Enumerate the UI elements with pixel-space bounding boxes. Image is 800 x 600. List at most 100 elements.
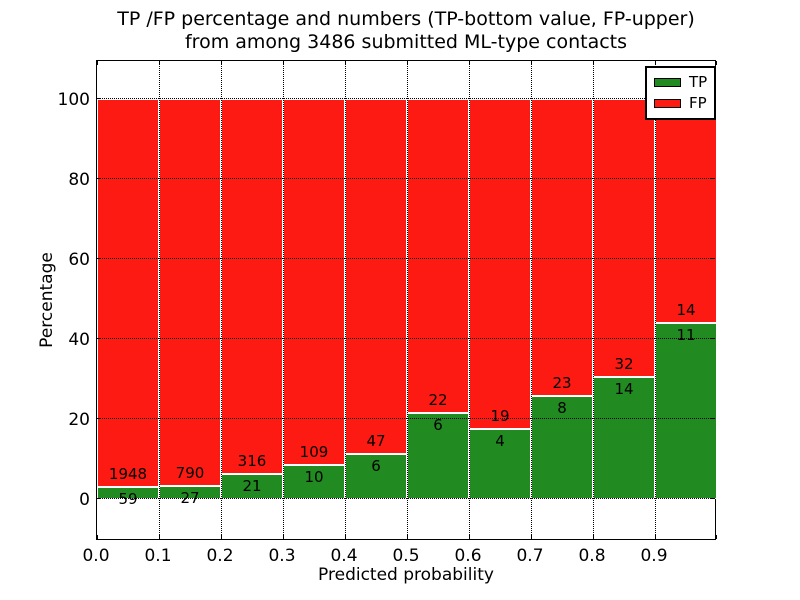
y-tick-mark bbox=[97, 98, 101, 99]
tp-bar bbox=[655, 323, 717, 499]
fp-count-label: 316 bbox=[237, 452, 267, 471]
legend: TP FP bbox=[645, 66, 716, 120]
x-axis-label: Predicted probability bbox=[318, 565, 494, 585]
fp-count-label: 19 bbox=[490, 407, 510, 426]
fp-swatch-icon bbox=[654, 99, 681, 108]
x-tick-label: 0.4 bbox=[330, 546, 358, 566]
tp-count-label: 14 bbox=[614, 380, 634, 399]
y-tick-mark bbox=[97, 338, 101, 339]
y-tick-label: 40 bbox=[68, 330, 90, 350]
x-tick-mark bbox=[531, 61, 532, 65]
vertical-gridline bbox=[593, 61, 594, 539]
tp-swatch-icon bbox=[654, 78, 681, 87]
legend-label-tp: TP bbox=[689, 73, 708, 91]
x-tick-mark bbox=[159, 535, 160, 539]
x-tick-mark bbox=[655, 535, 656, 539]
x-tick-mark bbox=[407, 61, 408, 65]
y-tick-label: 80 bbox=[68, 170, 90, 190]
chart-title: TP /FP percentage and numbers (TP-bottom… bbox=[117, 8, 695, 54]
horizontal-gridline bbox=[97, 98, 715, 99]
fp-count-label: 22 bbox=[428, 391, 448, 410]
fp-count-label: 14 bbox=[676, 301, 696, 319]
x-tick-mark bbox=[716, 61, 717, 65]
tp-count-label: 6 bbox=[371, 456, 381, 475]
horizontal-gridline bbox=[97, 418, 715, 419]
fp-bar bbox=[97, 99, 159, 488]
legend-label-fp: FP bbox=[689, 94, 707, 112]
fp-bar bbox=[593, 99, 655, 378]
tp-count-label: 21 bbox=[242, 477, 262, 496]
x-tick-mark bbox=[469, 61, 470, 65]
fp-bar bbox=[283, 99, 345, 466]
y-tick-mark bbox=[97, 418, 101, 419]
y-tick-mark bbox=[711, 258, 715, 259]
y-tick-mark bbox=[711, 498, 715, 499]
fp-count-label: 790 bbox=[175, 463, 205, 482]
x-tick-label: 0.8 bbox=[578, 546, 606, 566]
tp-count-label: 8 bbox=[557, 398, 567, 417]
vertical-gridline bbox=[345, 61, 346, 539]
x-tick-mark bbox=[97, 61, 98, 65]
x-tick-mark bbox=[469, 535, 470, 539]
tp-count-label: 10 bbox=[304, 468, 324, 487]
x-tick-mark bbox=[593, 61, 594, 65]
chart-title-line-1: TP /FP percentage and numbers (TP-bottom… bbox=[117, 8, 695, 30]
x-tick-label: 0.3 bbox=[268, 546, 296, 566]
x-tick-mark bbox=[531, 535, 532, 539]
x-tick-mark bbox=[655, 61, 656, 65]
fp-count-label: 23 bbox=[552, 373, 572, 392]
x-tick-mark bbox=[283, 535, 284, 539]
fp-bar bbox=[159, 99, 221, 486]
fp-count-label: 47 bbox=[366, 431, 386, 450]
tp-count-label: 6 bbox=[433, 416, 443, 435]
x-tick-mark bbox=[593, 535, 594, 539]
y-tick-mark bbox=[711, 178, 715, 179]
fp-count-label: 1948 bbox=[108, 465, 148, 484]
fp-bar bbox=[655, 99, 717, 323]
fp-bar bbox=[469, 99, 531, 430]
vertical-gridline bbox=[531, 61, 532, 539]
x-tick-label: 0.2 bbox=[206, 546, 234, 566]
fp-count-label: 32 bbox=[614, 355, 634, 374]
x-tick-label: 0.0 bbox=[82, 546, 110, 566]
x-tick-label: 0.5 bbox=[392, 546, 420, 566]
x-tick-mark bbox=[97, 535, 98, 539]
tp-count-label: 11 bbox=[676, 326, 696, 344]
horizontal-gridline bbox=[97, 178, 715, 179]
tp-count-label: 59 bbox=[118, 490, 138, 509]
horizontal-gridline bbox=[97, 338, 715, 339]
y-tick-mark bbox=[97, 498, 101, 499]
horizontal-gridline bbox=[97, 258, 715, 259]
chart-title-line-2: from among 3486 submitted ML-type contac… bbox=[184, 31, 628, 53]
x-tick-mark bbox=[407, 535, 408, 539]
fp-bar bbox=[345, 99, 407, 454]
fp-count-label: 109 bbox=[299, 443, 329, 462]
vertical-gridline bbox=[159, 61, 160, 539]
vertical-gridline bbox=[407, 61, 408, 539]
y-tick-mark bbox=[711, 338, 715, 339]
x-tick-mark bbox=[345, 535, 346, 539]
legend-item-tp: TP bbox=[654, 72, 707, 93]
y-tick-mark bbox=[97, 178, 101, 179]
y-tick-label: 0 bbox=[79, 490, 90, 510]
x-tick-label: 0.7 bbox=[516, 546, 544, 566]
horizontal-gridline bbox=[97, 498, 715, 499]
y-tick-label: 60 bbox=[68, 250, 90, 270]
tp-count-label: 27 bbox=[180, 488, 200, 507]
fp-bar bbox=[407, 99, 469, 414]
y-tick-mark bbox=[97, 258, 101, 259]
y-tick-label: 100 bbox=[57, 90, 90, 110]
vertical-gridline bbox=[283, 61, 284, 539]
x-tick-label: 0.1 bbox=[144, 546, 172, 566]
x-tick-label: 0.6 bbox=[454, 546, 482, 566]
x-tick-mark bbox=[283, 61, 284, 65]
x-tick-label: 0.9 bbox=[640, 546, 668, 566]
y-tick-label: 20 bbox=[68, 410, 90, 430]
vertical-gridline bbox=[655, 61, 656, 539]
fp-bar bbox=[531, 99, 593, 396]
x-tick-mark bbox=[221, 535, 222, 539]
vertical-gridline bbox=[469, 61, 470, 539]
fp-bar bbox=[221, 99, 283, 475]
x-tick-mark bbox=[345, 61, 346, 65]
